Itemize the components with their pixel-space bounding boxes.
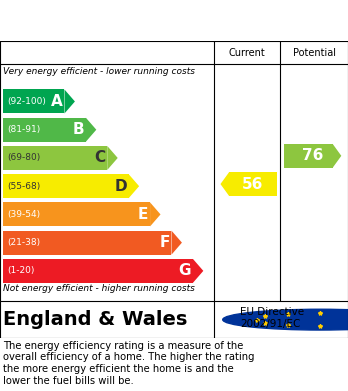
Polygon shape bbox=[129, 174, 139, 198]
Text: (39-54): (39-54) bbox=[7, 210, 40, 219]
Text: (69-80): (69-80) bbox=[7, 153, 40, 162]
Text: A: A bbox=[51, 94, 63, 109]
Text: Energy Efficiency Rating: Energy Efficiency Rating bbox=[50, 11, 298, 30]
Bar bbox=[3, 259, 193, 283]
Text: 56: 56 bbox=[242, 177, 263, 192]
Circle shape bbox=[223, 309, 348, 330]
Text: (1-20): (1-20) bbox=[7, 266, 34, 275]
Polygon shape bbox=[172, 231, 182, 255]
Bar bbox=[3, 231, 172, 255]
Text: E: E bbox=[138, 207, 148, 222]
Text: F: F bbox=[159, 235, 170, 250]
Text: Current: Current bbox=[229, 48, 266, 58]
Text: C: C bbox=[94, 151, 105, 165]
Bar bbox=[3, 174, 129, 198]
Text: The energy efficiency rating is a measure of the
overall efficiency of a home. T: The energy efficiency rating is a measur… bbox=[3, 341, 255, 386]
Bar bbox=[3, 146, 107, 170]
Polygon shape bbox=[221, 172, 229, 196]
Text: Potential: Potential bbox=[293, 48, 335, 58]
Text: EU Directive
2002/91/EC: EU Directive 2002/91/EC bbox=[240, 307, 304, 328]
Text: G: G bbox=[179, 264, 191, 278]
Polygon shape bbox=[64, 90, 75, 113]
Text: (92-100): (92-100) bbox=[7, 97, 46, 106]
Bar bbox=[3, 118, 86, 142]
Polygon shape bbox=[86, 118, 96, 142]
Bar bbox=[3, 90, 64, 113]
Bar bbox=[3, 203, 150, 226]
Polygon shape bbox=[150, 203, 160, 226]
Text: (81-91): (81-91) bbox=[7, 125, 40, 134]
Text: Very energy efficient - lower running costs: Very energy efficient - lower running co… bbox=[3, 67, 196, 76]
Text: B: B bbox=[72, 122, 84, 137]
Bar bbox=[284, 144, 333, 168]
Polygon shape bbox=[193, 259, 203, 283]
Text: D: D bbox=[114, 179, 127, 194]
Polygon shape bbox=[107, 146, 118, 170]
Text: 76: 76 bbox=[302, 148, 323, 163]
Text: England & Wales: England & Wales bbox=[3, 310, 188, 329]
Text: (21-38): (21-38) bbox=[7, 238, 40, 247]
Bar bbox=[229, 172, 277, 196]
Text: (55-68): (55-68) bbox=[7, 182, 40, 191]
Polygon shape bbox=[333, 144, 341, 168]
Text: Not energy efficient - higher running costs: Not energy efficient - higher running co… bbox=[3, 284, 195, 293]
